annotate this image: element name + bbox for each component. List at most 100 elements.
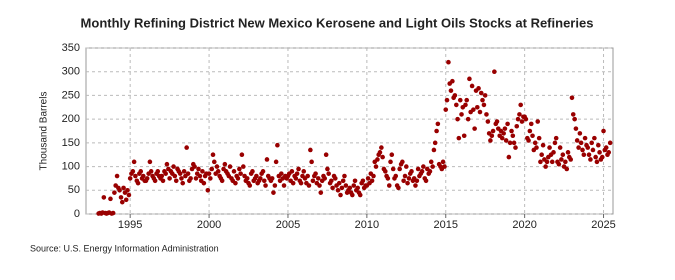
data-point (435, 121, 441, 127)
data-point (472, 126, 477, 131)
data-point (163, 171, 168, 176)
data-point (469, 83, 475, 89)
data-point (465, 116, 471, 122)
data-point (534, 145, 539, 150)
data-point (188, 176, 193, 181)
data-point (350, 192, 355, 198)
data-point (501, 131, 506, 136)
data-point (269, 176, 275, 181)
y-tick-label: 0 (74, 208, 80, 220)
data-point (427, 169, 433, 174)
data-point (434, 128, 439, 134)
plot-frame (85, 47, 614, 215)
data-point (538, 159, 543, 165)
data-point (167, 176, 172, 181)
data-point (247, 183, 253, 188)
data-point (339, 185, 345, 191)
data-point (281, 183, 287, 188)
data-point (597, 150, 602, 155)
data-point (481, 102, 487, 108)
data-point (596, 142, 601, 148)
data-point (323, 152, 329, 158)
data-point (423, 178, 429, 184)
data-point (393, 173, 399, 179)
data-point (559, 157, 564, 162)
data-point (140, 173, 146, 179)
data-point (430, 164, 435, 169)
data-point (405, 180, 410, 186)
data-point (208, 176, 213, 181)
data-point (594, 159, 600, 165)
data-point (581, 152, 587, 158)
data-point (551, 150, 556, 155)
data-point (125, 187, 130, 193)
data-point (386, 183, 392, 188)
data-point (444, 97, 450, 103)
data-point (340, 178, 346, 184)
y-tick-label: 100 (62, 160, 80, 172)
data-point (227, 164, 233, 169)
data-point (477, 109, 483, 115)
data-point (450, 78, 455, 84)
data-point (209, 166, 215, 172)
data-point (518, 102, 523, 108)
data-point (332, 176, 338, 181)
data-point (101, 195, 107, 200)
data-point (459, 112, 464, 117)
data-point (347, 185, 353, 191)
data-point (179, 176, 184, 181)
data-point (475, 104, 480, 110)
data-point (305, 173, 310, 179)
data-point (279, 171, 284, 176)
data-point (306, 183, 312, 188)
data-point (185, 171, 191, 176)
data-point (511, 140, 517, 146)
data-point (482, 93, 488, 98)
data-point (317, 183, 322, 188)
data-point (476, 86, 481, 91)
data-point (261, 178, 267, 184)
data-point (471, 107, 476, 112)
data-point (590, 147, 596, 153)
data-point (322, 176, 328, 181)
data-point (181, 169, 187, 174)
data-point (574, 138, 580, 143)
data-point (539, 152, 544, 158)
data-point (197, 173, 203, 179)
data-point (385, 176, 391, 181)
data-point (373, 164, 379, 169)
data-point (564, 166, 570, 172)
data-point (464, 97, 470, 103)
x-tick-label: 2015 (434, 219, 458, 231)
data-point (351, 183, 357, 188)
data-point (112, 190, 117, 195)
data-point (108, 196, 113, 202)
data-point (147, 159, 153, 165)
y-tick-label: 50 (68, 184, 80, 196)
data-point (329, 178, 334, 184)
data-point (293, 176, 299, 181)
data-point (484, 112, 489, 117)
data-point (160, 178, 166, 184)
data-point (578, 140, 584, 146)
data-point (201, 180, 207, 186)
data-point (607, 140, 613, 146)
data-point (215, 169, 221, 174)
data-point (488, 138, 493, 143)
data-point (599, 154, 605, 160)
data-point (442, 164, 447, 169)
data-point (180, 180, 186, 186)
data-point (448, 88, 454, 93)
data-point (342, 173, 347, 179)
data-point (513, 145, 518, 150)
data-point (509, 128, 514, 134)
data-point (463, 102, 468, 108)
data-point (121, 185, 126, 191)
data-point (419, 169, 425, 174)
data-point (552, 140, 558, 146)
data-point (527, 128, 533, 134)
data-point (492, 69, 497, 75)
data-point (388, 159, 393, 165)
data-point (233, 180, 238, 186)
